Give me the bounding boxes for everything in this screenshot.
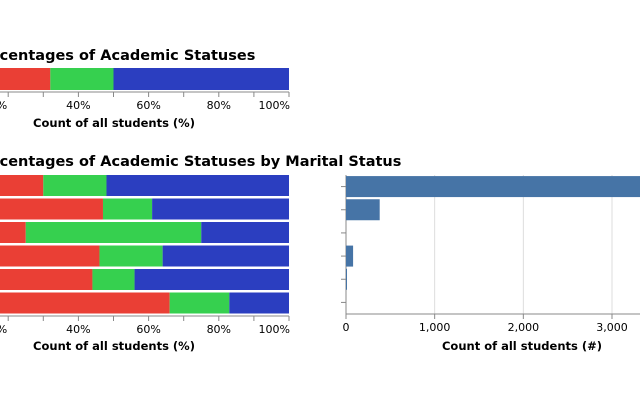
bar-segment: [0, 198, 103, 220]
bar-segment: [43, 175, 107, 196]
chart-title: Percentages of Academic Statuses by Mari…: [0, 154, 401, 170]
bar-segment: [0, 269, 93, 290]
chart-title: Percentages of Academic Statuses: [0, 48, 255, 64]
x-tick-label: 40%: [66, 99, 90, 112]
x-tick-label: 80%: [207, 99, 231, 112]
x-tick-label: 2,000: [508, 321, 540, 334]
bar-segment: [99, 245, 163, 267]
bar-segment: [92, 269, 135, 290]
x-tick-label: 20%: [0, 323, 7, 336]
bar-segment: [0, 245, 100, 267]
x-tick-label: 3,000: [596, 321, 628, 334]
bar-segment: [0, 175, 44, 196]
bar-segment: [0, 68, 51, 90]
bar-segment: [201, 222, 289, 243]
bar-segment: [134, 269, 289, 290]
bar-segment: [0, 222, 26, 243]
bar-segment: [229, 292, 289, 314]
bar-segment: [162, 245, 289, 267]
bar: [346, 199, 380, 221]
bar: [346, 268, 347, 290]
x-tick-label: 0: [343, 321, 350, 334]
x-tick-label: 100%: [259, 99, 290, 112]
bar-segment: [152, 198, 289, 220]
x-axis-title: Count of all students (#): [442, 339, 602, 353]
bar-segment: [113, 68, 289, 90]
bar-segment: [169, 292, 230, 314]
x-tick-label: 80%: [207, 323, 231, 336]
x-tick-label: 40%: [66, 323, 90, 336]
x-tick-label: 60%: [136, 99, 160, 112]
x-tick-label: 100%: [259, 323, 290, 336]
bar-segment: [102, 198, 153, 220]
bar-segment: [50, 68, 114, 90]
x-axis-title: Count of all students (%): [33, 339, 195, 353]
x-axis-title: Count of all students (%): [33, 116, 195, 130]
bar-segment: [0, 292, 170, 314]
bar-segment: [25, 222, 202, 243]
x-tick-label: 1,000: [419, 321, 451, 334]
x-tick-label: 20%: [0, 99, 7, 112]
bar-segment: [106, 175, 289, 196]
bar: [346, 245, 354, 267]
x-tick-label: 60%: [136, 323, 160, 336]
bar: [346, 176, 640, 198]
